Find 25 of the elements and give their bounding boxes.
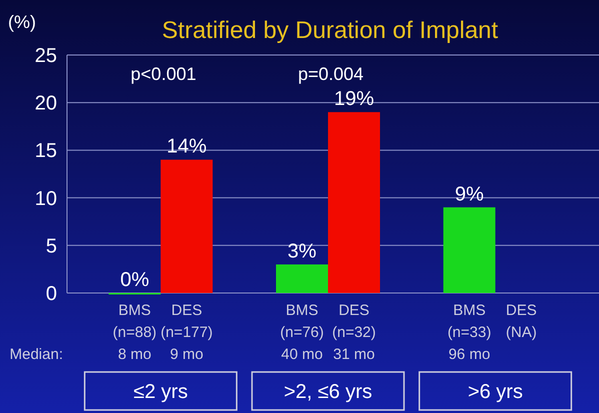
text: Median: (10, 346, 63, 363)
y-tick-label: 5 (46, 235, 57, 258)
data-label: 9% (454, 183, 484, 206)
data-label: 14% (166, 136, 207, 158)
x-tick-label: DES (n=32) 31 mo (332, 302, 376, 363)
data-label: 0% (120, 269, 150, 291)
x-tick-label: DES (n=177) 9 mo (160, 302, 213, 363)
chart-title: Stratified by Duration of Implant (162, 17, 498, 44)
y-tick-label: 10 (34, 188, 57, 210)
y-tick-label: 25 (34, 45, 57, 67)
data-label: 19% (334, 88, 374, 110)
text: ≤2 yrs (134, 381, 188, 403)
x-tick-label: BMS (n=76) 40 mo (280, 302, 324, 363)
text: >6 yrs (468, 381, 523, 403)
x-tick-label: DES (NA) (506, 302, 537, 341)
data-label: 3% (288, 240, 317, 262)
x-tick-label: BMS (n=88) 8 mo (112, 302, 157, 363)
annotation: p<0.001 (130, 64, 196, 84)
y-tick-label: 0 (46, 283, 57, 305)
y-tick-label: 20 (34, 92, 57, 115)
annotation: p=0.004 (298, 64, 364, 84)
y-tick-label: 15 (34, 140, 57, 162)
y-axis-title: (%) (8, 12, 36, 32)
x-tick-label: BMS (n=33) 96 mo (447, 302, 492, 363)
text: >2, ≤6 yrs (284, 381, 372, 403)
